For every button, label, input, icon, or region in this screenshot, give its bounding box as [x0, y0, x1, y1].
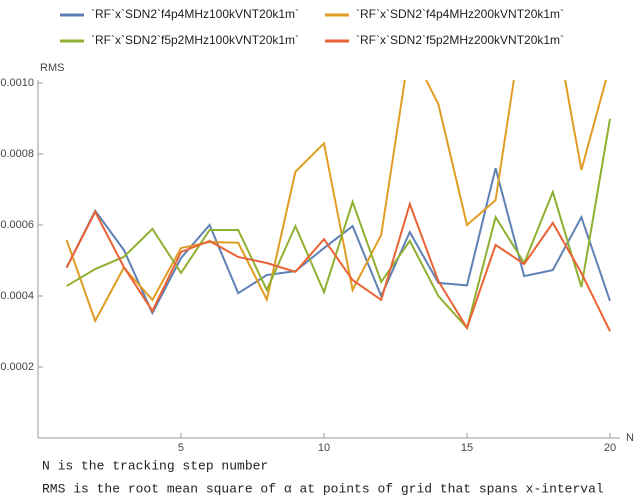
- x-tick-label: 5: [178, 442, 184, 454]
- y-tick-label: 0.0010: [0, 77, 34, 89]
- series-line: [65, 80, 607, 324]
- series-line: [66, 118, 611, 331]
- legend-label: `RF`x`SDN2`f5p2MHz100kVNT20k1m`: [91, 33, 299, 47]
- x-tick-label: 15: [461, 442, 473, 454]
- series-line: [65, 200, 611, 332]
- x-tick-label: 20: [604, 442, 616, 454]
- y-tick-label: 0.0006: [0, 219, 34, 231]
- series-line: [65, 167, 611, 316]
- legend-label: `RF`x`SDN2`f4p4MHz100kVNT20k1m`: [91, 7, 299, 21]
- y-axis-label: RMS: [40, 62, 64, 74]
- y-tick-label: 0.0002: [0, 361, 34, 373]
- legend-label: `RF`x`SDN2`f5p2MHz200kVNT20k1m`: [356, 33, 564, 47]
- x-tick-label: 10: [318, 442, 330, 454]
- note: N is the tracking step number: [42, 458, 268, 473]
- y-tick-label: 0.0008: [0, 148, 34, 160]
- plot-area: [65, 80, 611, 332]
- x-axis-label: N: [626, 432, 634, 444]
- y-tick-label: 0.0004: [0, 290, 34, 302]
- note: RMS is the root mean square of α at poin…: [42, 481, 604, 496]
- legend-label: `RF`x`SDN2`f4p4MHz200kVNT20k1m`: [356, 7, 564, 21]
